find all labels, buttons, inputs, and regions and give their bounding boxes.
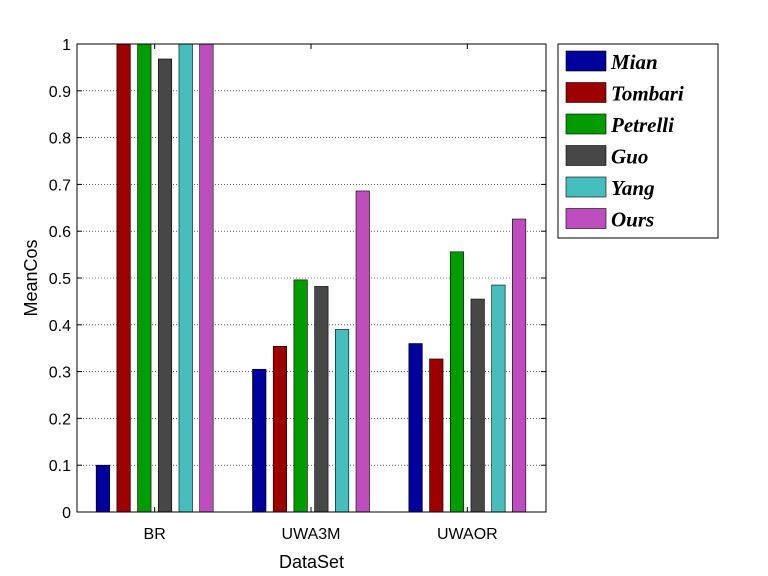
bar-ours-uwa3m bbox=[355, 190, 370, 513]
bar-yang-uwaor bbox=[491, 284, 506, 513]
y-tick-label: 0.3 bbox=[49, 365, 71, 382]
legend-swatch-ours bbox=[565, 208, 607, 229]
bar-petrelli-uwaor bbox=[449, 251, 465, 513]
bar-guo-br bbox=[157, 58, 173, 513]
y-tick-label: 0.2 bbox=[49, 411, 71, 428]
legend-swatch-tombari bbox=[565, 82, 607, 103]
bar-mian-br bbox=[95, 464, 110, 513]
y-tick-label: 0.5 bbox=[49, 271, 71, 288]
legend-label-ours: Ours bbox=[611, 208, 654, 232]
legend-label-tombari: Tombari bbox=[611, 82, 684, 106]
gridlines bbox=[77, 90, 546, 466]
legend-box bbox=[557, 43, 719, 239]
bars bbox=[95, 43, 527, 513]
bar-tombari-uwa3m bbox=[272, 346, 288, 513]
y-axis-ticks: 0 0.1 0.2 0.3 0.4 0.5 0.6 0.7 0.8 0.9 1 bbox=[49, 37, 546, 522]
x-tick-label: UWA3M bbox=[282, 526, 341, 543]
y-tick-label: 0.9 bbox=[49, 84, 71, 101]
y-tick-label: 0 bbox=[62, 505, 71, 522]
legend-swatch-guo bbox=[565, 145, 607, 166]
y-tick-label: 1 bbox=[62, 37, 71, 54]
bar-ours-uwaor bbox=[512, 218, 527, 513]
y-tick-label: 0.1 bbox=[49, 458, 71, 475]
bar-yang-uwa3m bbox=[334, 329, 350, 513]
legend-swatch-mian bbox=[565, 50, 607, 72]
legend-label-petrelli: Petrelli bbox=[610, 113, 674, 137]
y-tick-label: 0.8 bbox=[49, 131, 71, 148]
legend: Mian Tombari Petrelli Guo Yang Ours bbox=[557, 43, 719, 239]
y-tick-label: 0.4 bbox=[49, 318, 71, 335]
legend-swatch-petrelli bbox=[565, 113, 607, 135]
x-axis-label: DataSet bbox=[279, 552, 344, 572]
legend-swatch-yang bbox=[565, 176, 607, 198]
bar-mian-uwaor bbox=[408, 343, 423, 513]
legend-label-yang: Yang bbox=[611, 176, 655, 200]
y-axis-label: MeanCos bbox=[21, 239, 41, 316]
legend-label-mian: Mian bbox=[610, 50, 658, 74]
bar-petrelli-br bbox=[137, 43, 152, 513]
bar-guo-uwaor bbox=[470, 298, 485, 513]
y-tick-label: 0.7 bbox=[49, 177, 71, 194]
bar-petrelli-uwa3m bbox=[293, 279, 308, 513]
bar-guo-uwa3m bbox=[314, 286, 329, 513]
bar-tombari-br bbox=[116, 43, 131, 513]
bar-ours-br bbox=[199, 43, 214, 513]
x-axis-ticks: BR UWA3M UWAOR bbox=[144, 44, 498, 543]
bar-yang-br bbox=[178, 43, 193, 513]
x-tick-label: UWAOR bbox=[437, 526, 498, 543]
x-tick-label: BR bbox=[144, 526, 166, 543]
bar-tombari-uwaor bbox=[429, 358, 444, 513]
legend-label-guo: Guo bbox=[611, 145, 648, 169]
y-tick-label: 0.6 bbox=[49, 224, 71, 241]
bar-mian-uwa3m bbox=[252, 368, 267, 513]
